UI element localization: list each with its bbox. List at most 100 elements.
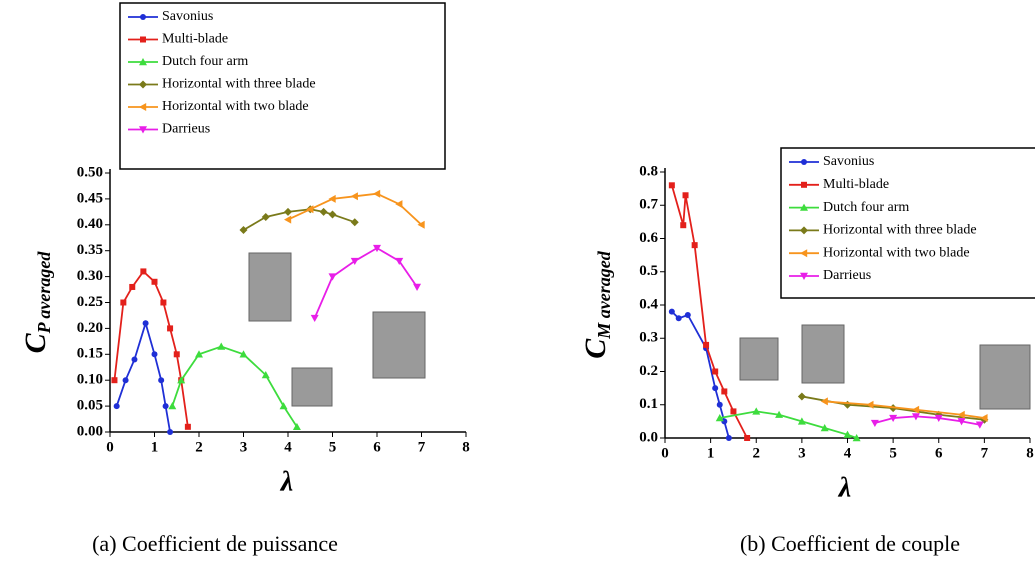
y-tick-label: 0.6 <box>639 230 658 246</box>
marker <box>684 311 691 318</box>
marker <box>725 435 732 441</box>
marker <box>843 430 852 438</box>
y-tick-label: 0.30 <box>77 268 103 284</box>
y-tick-label: 0.1 <box>639 396 658 412</box>
x-axis-label: λ <box>280 466 293 497</box>
marker <box>284 207 292 216</box>
marker <box>129 283 136 290</box>
legend-marker <box>801 159 807 165</box>
legend-marker <box>800 203 808 211</box>
y-tick-label: 0.0 <box>639 429 658 445</box>
marker <box>167 325 174 332</box>
legend-marker <box>139 126 147 134</box>
marker <box>730 408 737 415</box>
legend-marker <box>800 226 808 235</box>
y-tick-label: 0.7 <box>639 197 658 213</box>
x-tick-label: 0 <box>106 439 114 455</box>
x-tick-label: 7 <box>981 445 989 461</box>
marker <box>239 225 248 234</box>
marker <box>328 273 337 281</box>
marker <box>173 351 180 358</box>
marker <box>820 397 828 406</box>
series-line <box>171 345 298 428</box>
marker <box>168 402 177 410</box>
caption: (a) Coefficient de puissance <box>92 531 338 556</box>
legend-marker <box>140 36 146 43</box>
y-tick-label: 0.35 <box>77 242 103 258</box>
marker <box>177 376 186 384</box>
legend-label: Darrieus <box>162 122 210 137</box>
legend-marker <box>140 14 146 20</box>
legend-marker <box>139 103 147 111</box>
series-line <box>874 415 980 426</box>
legend-label: Horizontal with two blade <box>162 99 309 114</box>
y-axis-label: CM averaged <box>579 250 614 358</box>
marker <box>184 423 191 430</box>
y-tick-label: 0.10 <box>77 372 103 388</box>
marker <box>120 299 127 306</box>
marker <box>752 407 761 415</box>
y-tick-label: 0.15 <box>77 346 103 362</box>
marker <box>957 410 965 419</box>
marker <box>797 417 806 425</box>
x-tick-label: 6 <box>935 445 943 461</box>
y-tick-label: 0.3 <box>639 330 658 346</box>
y-tick-label: 0.05 <box>77 398 103 414</box>
marker <box>167 429 174 435</box>
marker <box>889 414 898 423</box>
marker <box>195 350 203 358</box>
legend-box <box>119 2 446 170</box>
marker <box>413 283 422 291</box>
marker <box>712 368 719 375</box>
marker <box>417 220 425 229</box>
legend-marker <box>800 272 808 280</box>
marker <box>668 308 675 315</box>
legend-label: Horizontal with three blade <box>162 77 316 92</box>
series-line <box>313 247 418 319</box>
legend-marker <box>139 80 147 89</box>
marker <box>319 207 328 216</box>
marker <box>797 392 806 401</box>
x-tick-label: 2 <box>195 439 203 455</box>
marker <box>350 218 359 227</box>
y-tick-label: 0.2 <box>639 363 658 379</box>
marker <box>373 189 381 198</box>
legend-marker <box>800 249 808 258</box>
marker <box>151 278 158 285</box>
y-tick-label: 0.40 <box>77 216 103 232</box>
legend-label: Darrieus <box>823 268 871 283</box>
x-tick-label: 7 <box>418 439 426 455</box>
legend-label: Savonius <box>162 9 213 24</box>
marker <box>395 257 404 266</box>
x-axis-label: λ <box>838 472 851 503</box>
marker <box>682 192 689 199</box>
marker <box>775 410 784 418</box>
y-tick-label: 0.4 <box>639 296 658 312</box>
y-tick-label: 0.8 <box>639 163 658 179</box>
marker <box>820 424 829 432</box>
marker <box>716 401 723 408</box>
y-label-sub: P averaged <box>34 251 54 335</box>
caption: (b) Coefficient de couple <box>740 531 960 556</box>
photos <box>248 252 1031 410</box>
marker <box>852 434 861 442</box>
x-tick-label: 0 <box>661 445 669 461</box>
marker <box>292 422 301 431</box>
series-line <box>243 208 356 231</box>
marker <box>310 314 319 323</box>
series-line <box>115 320 171 433</box>
marker <box>140 268 147 275</box>
marker <box>217 342 226 350</box>
marker <box>350 257 359 266</box>
marker <box>957 418 966 426</box>
marker <box>162 403 169 410</box>
x-tick-label: 6 <box>373 439 381 455</box>
marker <box>911 405 920 414</box>
marker <box>151 351 158 358</box>
x-tick-label: 3 <box>240 439 248 455</box>
y-tick-label: 0.20 <box>77 320 103 336</box>
marker <box>239 350 248 358</box>
marker <box>675 315 682 322</box>
marker <box>870 419 879 428</box>
